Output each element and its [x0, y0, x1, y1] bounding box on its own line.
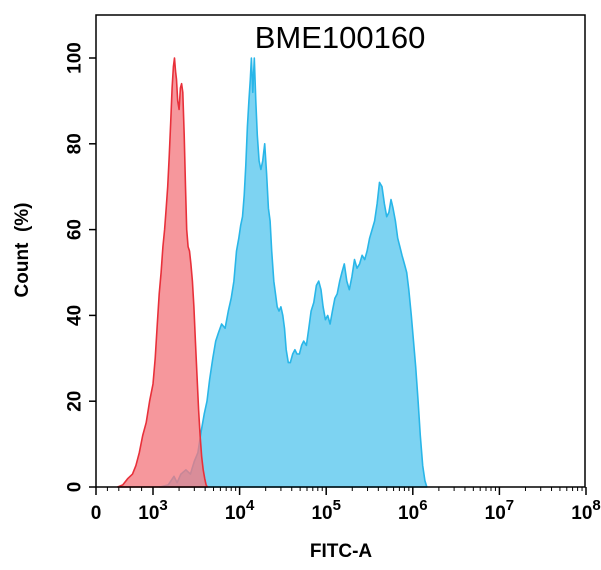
series-area-2 — [116, 57, 209, 488]
y-tick-label-80: 80 — [65, 133, 86, 154]
x-tick-label-0: 0 — [91, 503, 102, 524]
y-tick-label-0: 0 — [65, 482, 86, 493]
y-tick-label-100: 100 — [65, 42, 86, 74]
series-layer — [116, 57, 428, 488]
chart-title: BME100160 — [255, 20, 426, 55]
x-tick-label-100000000: 108 — [571, 497, 600, 524]
y-tick-label-20: 20 — [65, 391, 86, 412]
plot-frame — [95, 14, 586, 488]
y-tick-label-60: 60 — [65, 219, 86, 240]
x-axis-title: FITC-A — [310, 541, 373, 562]
y-axis-title: Count (%) — [12, 203, 33, 298]
x-tick-label-100000: 105 — [311, 497, 340, 524]
y-tick-label-40: 40 — [65, 305, 86, 326]
axes-layer: 0 20 40 60 80 100 0 103 104 105 106 107 108 — [65, 14, 601, 524]
series-area-1 — [159, 57, 428, 488]
x-tick-label-10000: 104 — [225, 497, 255, 524]
labels-layer: BME100160 FITC-A Count (%) — [12, 20, 425, 562]
x-tick-label-1000: 103 — [138, 497, 167, 524]
x-tick-label-10000000: 107 — [485, 497, 514, 524]
x-tick-label-1000000: 106 — [398, 497, 427, 524]
